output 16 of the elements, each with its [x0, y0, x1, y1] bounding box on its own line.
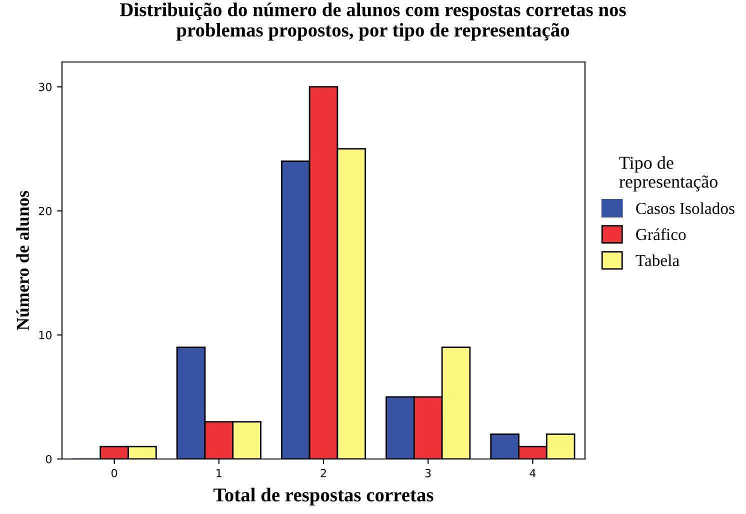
- x-tick-label: 3: [425, 468, 431, 478]
- legend-label: Tabela: [636, 254, 680, 266]
- x-tick-label: 0: [112, 468, 118, 478]
- y-tick-label: 20: [38, 206, 52, 216]
- x-tick-label: 1: [216, 469, 222, 478]
- y-tick-label: 10: [39, 330, 52, 340]
- y-tick-label: 0: [46, 454, 52, 464]
- legend-title: Tipo de representação: [619, 156, 718, 192]
- legend-label: Casos Isolados: [636, 202, 734, 214]
- y-axis-title: Número de alunos: [16, 190, 29, 330]
- x-tick-label: 4: [530, 469, 536, 478]
- y-tick-label: 30: [38, 82, 52, 92]
- chart-title: Distribuição do número de alunos com respostas corretas nos problemas propostos, por tipo de representação: [120, 2, 626, 41]
- x-tick-label: 2: [320, 468, 326, 478]
- legend-label: Gráfico: [636, 228, 686, 240]
- x-axis-title: Total de respostas corretas: [214, 488, 434, 506]
